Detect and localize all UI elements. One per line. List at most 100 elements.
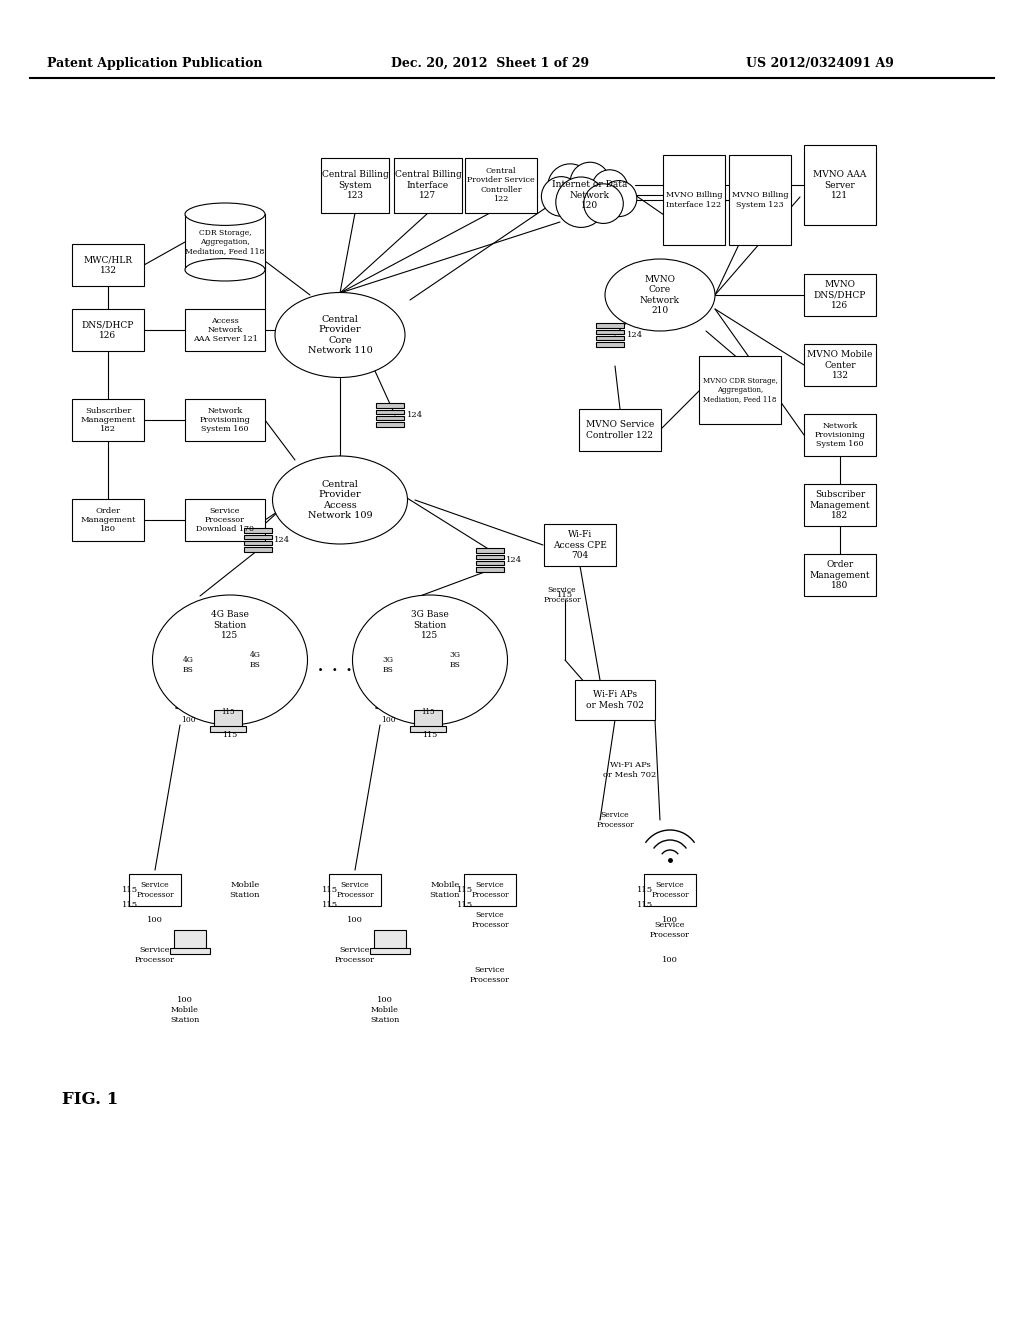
Text: 124: 124 [506, 556, 522, 564]
FancyBboxPatch shape [804, 414, 876, 455]
Text: 115: 115 [637, 902, 653, 909]
Text: Service
Processor: Service Processor [135, 946, 175, 964]
Text: 115: 115 [557, 591, 573, 599]
FancyBboxPatch shape [185, 499, 265, 541]
FancyBboxPatch shape [476, 561, 504, 565]
Text: 115: 115 [322, 886, 338, 894]
Text: 115: 115 [122, 886, 138, 894]
Circle shape [584, 183, 624, 223]
FancyBboxPatch shape [376, 403, 404, 408]
Text: 115: 115 [457, 886, 473, 894]
FancyBboxPatch shape [465, 157, 537, 213]
Text: 3G
BS: 3G BS [383, 656, 393, 673]
Text: 100: 100 [147, 916, 163, 924]
FancyBboxPatch shape [476, 554, 504, 558]
Text: Access
Network
AAA Server 121: Access Network AAA Server 121 [193, 317, 257, 343]
FancyBboxPatch shape [804, 484, 876, 525]
Text: Service
Processor: Service Processor [471, 911, 509, 928]
FancyBboxPatch shape [596, 323, 624, 327]
FancyBboxPatch shape [370, 948, 410, 954]
FancyBboxPatch shape [596, 330, 624, 334]
Text: Network
Provisioning
System 160: Network Provisioning System 160 [200, 407, 251, 433]
Text: Mobile
Station: Mobile Station [371, 1006, 399, 1023]
Circle shape [592, 170, 628, 206]
FancyBboxPatch shape [174, 931, 206, 950]
Ellipse shape [275, 293, 406, 378]
Text: 115: 115 [122, 902, 138, 909]
FancyBboxPatch shape [129, 874, 181, 906]
Text: 115: 115 [222, 731, 238, 739]
FancyBboxPatch shape [596, 342, 624, 347]
Text: Mobile
Station: Mobile Station [229, 882, 260, 899]
Text: 124: 124 [407, 411, 423, 418]
Text: . . .: . . . [317, 653, 353, 676]
FancyBboxPatch shape [244, 528, 272, 532]
Text: 124: 124 [627, 331, 643, 339]
Text: 100: 100 [663, 956, 678, 964]
Text: MVNO Service
Controller 122: MVNO Service Controller 122 [586, 420, 654, 440]
FancyBboxPatch shape [72, 499, 144, 541]
Ellipse shape [185, 203, 265, 226]
Text: FIG. 1: FIG. 1 [61, 1092, 118, 1109]
FancyBboxPatch shape [374, 931, 406, 950]
Text: Service
Processor: Service Processor [543, 586, 581, 603]
Text: 100: 100 [381, 715, 395, 723]
Text: Wi-Fi APs
or Mesh 702: Wi-Fi APs or Mesh 702 [586, 690, 644, 710]
Text: Wi-Fi APs
or Mesh 702: Wi-Fi APs or Mesh 702 [603, 762, 656, 779]
FancyBboxPatch shape [72, 309, 144, 351]
FancyBboxPatch shape [244, 541, 272, 545]
FancyBboxPatch shape [185, 399, 265, 441]
FancyBboxPatch shape [376, 416, 404, 420]
FancyBboxPatch shape [185, 309, 265, 351]
FancyBboxPatch shape [214, 710, 242, 729]
FancyBboxPatch shape [244, 548, 272, 552]
Ellipse shape [185, 259, 265, 281]
Text: 115: 115 [457, 902, 473, 909]
Text: Central
Provider Service
Controller
122: Central Provider Service Controller 122 [467, 168, 535, 203]
Text: 115: 115 [637, 886, 653, 894]
Text: 100: 100 [377, 997, 393, 1005]
Text: Central Billing
System
123: Central Billing System 123 [322, 170, 388, 199]
FancyBboxPatch shape [644, 874, 696, 906]
Text: MVNO
Core
Network
210: MVNO Core Network 210 [640, 275, 680, 315]
Circle shape [556, 177, 606, 227]
FancyBboxPatch shape [329, 874, 381, 906]
Circle shape [542, 177, 581, 216]
Text: Central Billing
Interface
127: Central Billing Interface 127 [394, 170, 462, 199]
Text: Subscriber
Management
182: Subscriber Management 182 [810, 490, 870, 520]
Text: Service
Processor: Service Processor [335, 946, 375, 964]
Ellipse shape [352, 595, 508, 725]
Text: Service
Processor: Service Processor [651, 882, 689, 899]
Ellipse shape [605, 259, 715, 331]
FancyBboxPatch shape [72, 399, 144, 441]
FancyBboxPatch shape [663, 154, 725, 246]
Text: US 2012/0324091 A9: US 2012/0324091 A9 [746, 57, 894, 70]
FancyBboxPatch shape [414, 710, 442, 729]
Text: Patent Application Publication: Patent Application Publication [47, 57, 263, 70]
FancyBboxPatch shape [170, 948, 210, 954]
FancyBboxPatch shape [476, 568, 504, 572]
Ellipse shape [272, 455, 408, 544]
Text: MVNO Mobile
Center
132: MVNO Mobile Center 132 [807, 350, 872, 380]
Text: Wi-Fi
Access CPE
704: Wi-Fi Access CPE 704 [553, 531, 607, 560]
Text: 100: 100 [347, 916, 362, 924]
Text: Service
Processor: Service Processor [336, 882, 374, 899]
Circle shape [548, 164, 593, 209]
FancyBboxPatch shape [244, 535, 272, 539]
FancyBboxPatch shape [804, 345, 876, 385]
FancyBboxPatch shape [544, 524, 616, 566]
Text: Service
Processor: Service Processor [650, 921, 690, 939]
Text: 100: 100 [180, 715, 196, 723]
Text: DNS/DHCP
126: DNS/DHCP 126 [82, 321, 134, 339]
FancyBboxPatch shape [410, 726, 446, 733]
Circle shape [601, 181, 637, 216]
Text: MVNO
DNS/DHCP
126: MVNO DNS/DHCP 126 [814, 280, 866, 310]
FancyBboxPatch shape [804, 275, 876, 315]
Text: Service
Processor: Service Processor [471, 882, 509, 899]
Text: Order
Management
180: Order Management 180 [810, 560, 870, 590]
FancyBboxPatch shape [729, 154, 791, 246]
Text: 4G
BS: 4G BS [182, 656, 194, 673]
FancyBboxPatch shape [394, 157, 462, 213]
Text: 3G
BS: 3G BS [450, 651, 461, 669]
FancyBboxPatch shape [321, 157, 389, 213]
